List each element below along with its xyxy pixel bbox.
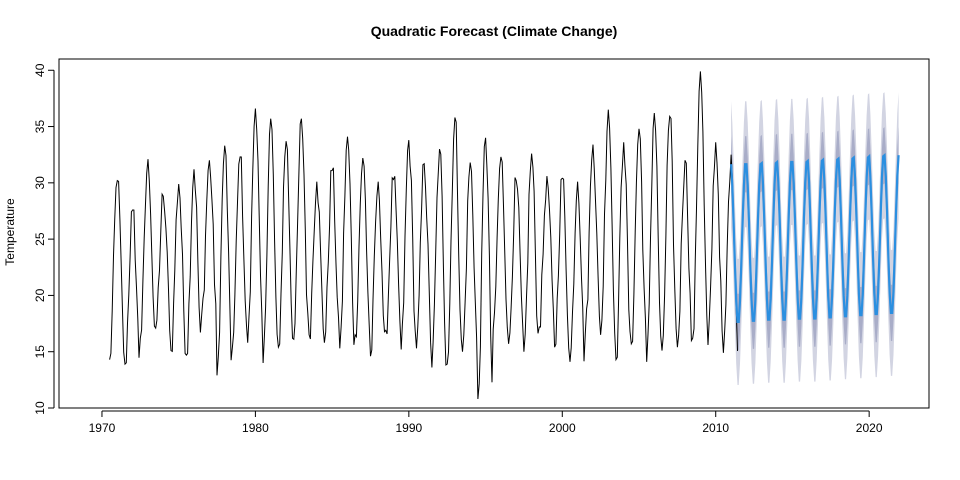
ci95-band-layer <box>731 92 899 385</box>
x-tick-label: 1980 <box>242 421 269 435</box>
axes-layer: 1970 1980 1990 2000 2010 2020 10 15 20 25 30 35 40 <box>33 58 930 435</box>
y-tick-label: 35 <box>33 120 47 134</box>
y-tick-label: 25 <box>33 232 47 246</box>
forecast-mean-line <box>730 152 900 323</box>
y-tick-label: 30 <box>33 176 47 190</box>
y-tick-label: 10 <box>33 401 47 415</box>
x-tick-label: 2010 <box>702 421 729 435</box>
y-tick-label: 20 <box>33 288 47 302</box>
x-tick-label: 1970 <box>89 421 116 435</box>
series-layer <box>109 71 900 400</box>
y-axis-label: Temperature <box>3 198 17 266</box>
x-tick-label: 2000 <box>549 421 576 435</box>
observed-series-line <box>109 71 738 400</box>
chart-title: Quadratic Forecast (Climate Change) <box>371 23 618 39</box>
y-tick-label: 15 <box>33 345 47 359</box>
plot-frame <box>58 58 930 409</box>
y-tick-label: 40 <box>33 63 47 77</box>
x-tick-label: 1990 <box>395 421 422 435</box>
forecast-ci95-band <box>731 92 899 385</box>
x-tick-label: 2020 <box>856 421 883 435</box>
